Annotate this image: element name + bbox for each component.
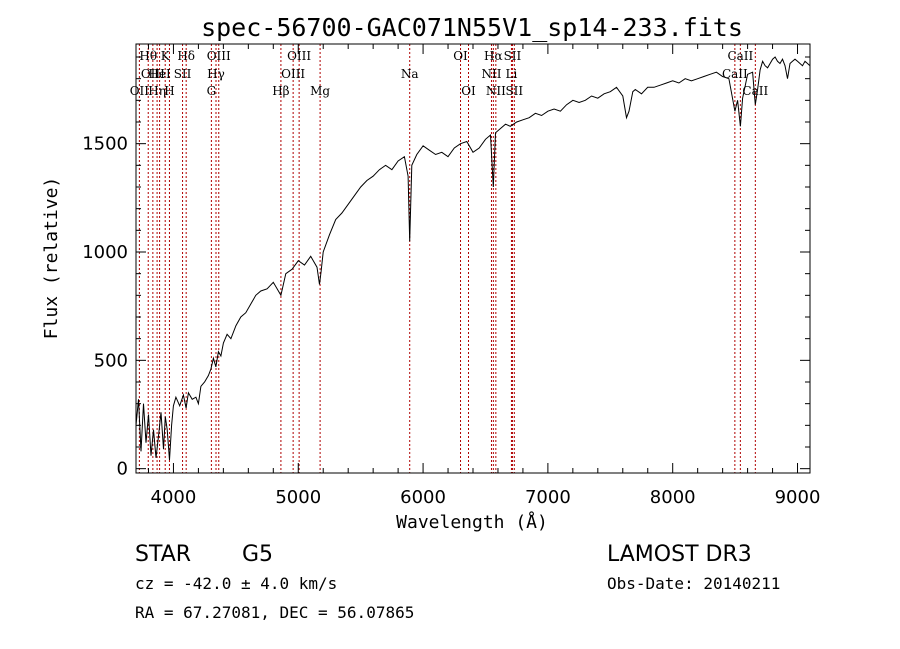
spectral-line-label: SII [505,84,523,98]
x-tick-label: 6000 [400,487,446,508]
y-tick-label: 1000 [82,242,128,263]
survey-name: LAMOST DR3 [607,542,752,567]
object-class: STAR [135,542,192,567]
y-axis-label: Flux (relative) [41,177,62,340]
spectral-line-label: H [164,84,174,98]
spectral-line-label: Hα [484,49,503,63]
spectral-line-label: Na [401,67,419,81]
spectral-line-label: SII [174,67,192,81]
spectral-line-label: CaII [742,84,768,98]
spectral-line-label: OII [130,84,150,98]
spectral-line-label: Hγ [207,67,225,81]
spectral-line-label: Hη [148,84,166,98]
y-tick-label: 0 [117,459,128,480]
spectral-line-label: OIII [141,67,165,81]
spectral-line-label: OI [461,84,476,98]
redshift-cz: cz = -42.0 ± 4.0 km/s [135,574,338,593]
plot-frame [135,43,811,474]
axis-ticks: 4000 5000 6000 7000 8000 9000 0 500 1000 1500 [82,44,820,508]
x-tick-label: 4000 [151,487,197,508]
x-axis-label: Wavelength (Å) [396,511,548,533]
spectral-line-label: OI [453,49,468,63]
spectral-line-label: Hβ [272,84,289,98]
x-tick-label: 7000 [525,487,571,508]
y-tick-label: 500 [94,350,128,371]
spectral-line-label: CaII [727,49,753,63]
spectral-line-label: K [161,49,171,63]
spectrum-series-line [135,56,811,461]
spectral-line-labels: OIIHθOIIIHηHeIKHSIIHδGHγOIIIHβOIIIOIIIMg… [130,49,769,98]
spectral-line-label: Mg [310,84,330,98]
spectral-line-label: G [207,84,217,98]
spectral-line-label: NII [481,67,501,81]
spectral-line-label: HeI [148,67,171,81]
spectral-line-label: OIII [207,49,231,63]
x-tick-label: 8000 [650,487,696,508]
observation-date: Obs-Date: 20140211 [607,574,781,593]
spectral-line-label: OIII [281,67,305,81]
x-tick-label: 9000 [775,487,821,508]
spectral-line-label: Li [506,67,518,81]
spectral-line-label: SII [504,49,522,63]
spectral-line-label: NII [486,84,506,98]
object-subclass: G5 [242,542,274,567]
spectral-line-label: CaII [722,67,748,81]
spectral-lines-layer [138,44,756,473]
spectral-line-label: Hθ [139,49,157,63]
chart-title: spec-56700-GAC071N55V1_sp14-233.fits [201,13,743,42]
series-layer [135,56,811,461]
y-tick-label: 1500 [82,134,128,155]
x-tick-label: 5000 [275,487,321,508]
spectral-line-label: OIII [287,49,311,63]
spectral-line-label: Hδ [177,49,195,63]
coordinates: RA = 67.27081, DEC = 56.07865 [135,603,415,622]
